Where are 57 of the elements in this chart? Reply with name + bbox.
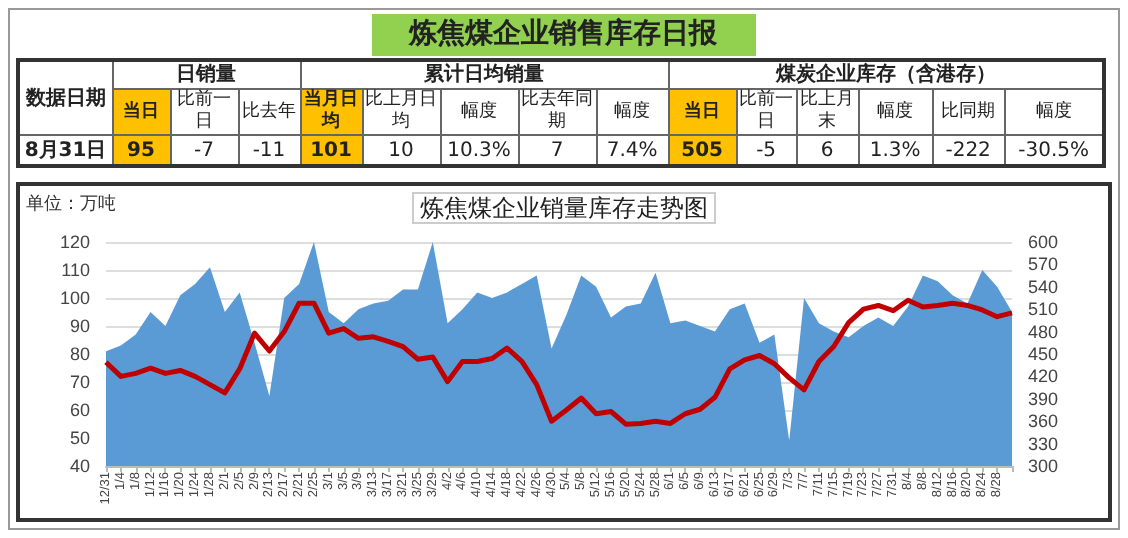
y2-tick-label: 360 [1028, 411, 1059, 432]
text: 比上月日均 [362, 89, 441, 135]
text: 101 [300, 135, 363, 166]
text: -222 [932, 135, 1005, 166]
y2-tick-label: 390 [1028, 388, 1059, 409]
text: 8月31日 [18, 135, 112, 166]
text: -5 [736, 135, 797, 166]
text: 煤炭企业库存（含港存） [668, 60, 1105, 89]
text: -11 [238, 135, 301, 166]
y2-tick-label: 300 [1028, 456, 1059, 476]
y-tick-label: 120 [59, 232, 90, 252]
y2-tick-label: 540 [1028, 276, 1059, 297]
line-series [103, 297, 1015, 427]
text: 505 [668, 135, 737, 166]
text: 比上月末 [796, 89, 859, 135]
y2-tick-label: 510 [1028, 299, 1059, 320]
text: -30.5% [1004, 135, 1105, 166]
text: 幅度 [440, 89, 519, 135]
y-tick-label: 40 [69, 456, 90, 476]
text: 累计日均销量 [300, 60, 669, 89]
text: 7.4% [596, 135, 669, 166]
y2-tick-label: 570 [1028, 254, 1059, 275]
y-tick-label: 50 [69, 428, 90, 448]
text: 10.3% [440, 135, 519, 166]
text: 当日 [112, 89, 170, 135]
text: 比去年同期 [518, 89, 597, 135]
y2-tick-label: 480 [1028, 321, 1059, 342]
text: 比同期 [932, 89, 1005, 135]
text: 10 [362, 135, 441, 166]
y2-tick-label: 600 [1028, 232, 1059, 252]
text: 幅度 [1004, 89, 1105, 135]
y2-tick-label: 450 [1028, 344, 1059, 364]
text: 比去年 [238, 89, 301, 135]
text: 比前一日 [736, 89, 797, 135]
text: 炼焦煤企业销售库存日报 [371, 14, 755, 56]
text: -7 [170, 135, 238, 166]
text: 比前一日 [170, 89, 238, 135]
text: 95 [112, 135, 170, 166]
text: 数据日期 [18, 60, 112, 135]
y-tick-label: 110 [61, 260, 90, 280]
y-tick-label: 80 [69, 344, 90, 364]
text: 日销量 [112, 60, 301, 89]
text: 6 [796, 135, 859, 166]
text: 幅度 [858, 89, 933, 135]
y-axis-title: 单位：万吨 [26, 193, 116, 213]
y2-tick-label: 420 [1028, 366, 1059, 387]
y-tick-label: 70 [69, 372, 90, 392]
text: 幅度 [596, 89, 669, 135]
text: 当日 [668, 89, 737, 135]
y-tick-label: 100 [59, 288, 90, 308]
y-tick-label: 90 [69, 316, 90, 336]
y2-tick-label: 330 [1028, 433, 1059, 454]
chart-title: 炼焦煤企业销量库存走势图 [420, 194, 708, 222]
text: 当月日均 [300, 89, 363, 135]
text: 1.3% [858, 135, 933, 166]
text: 7 [518, 135, 597, 166]
y-tick-label: 60 [69, 400, 90, 420]
